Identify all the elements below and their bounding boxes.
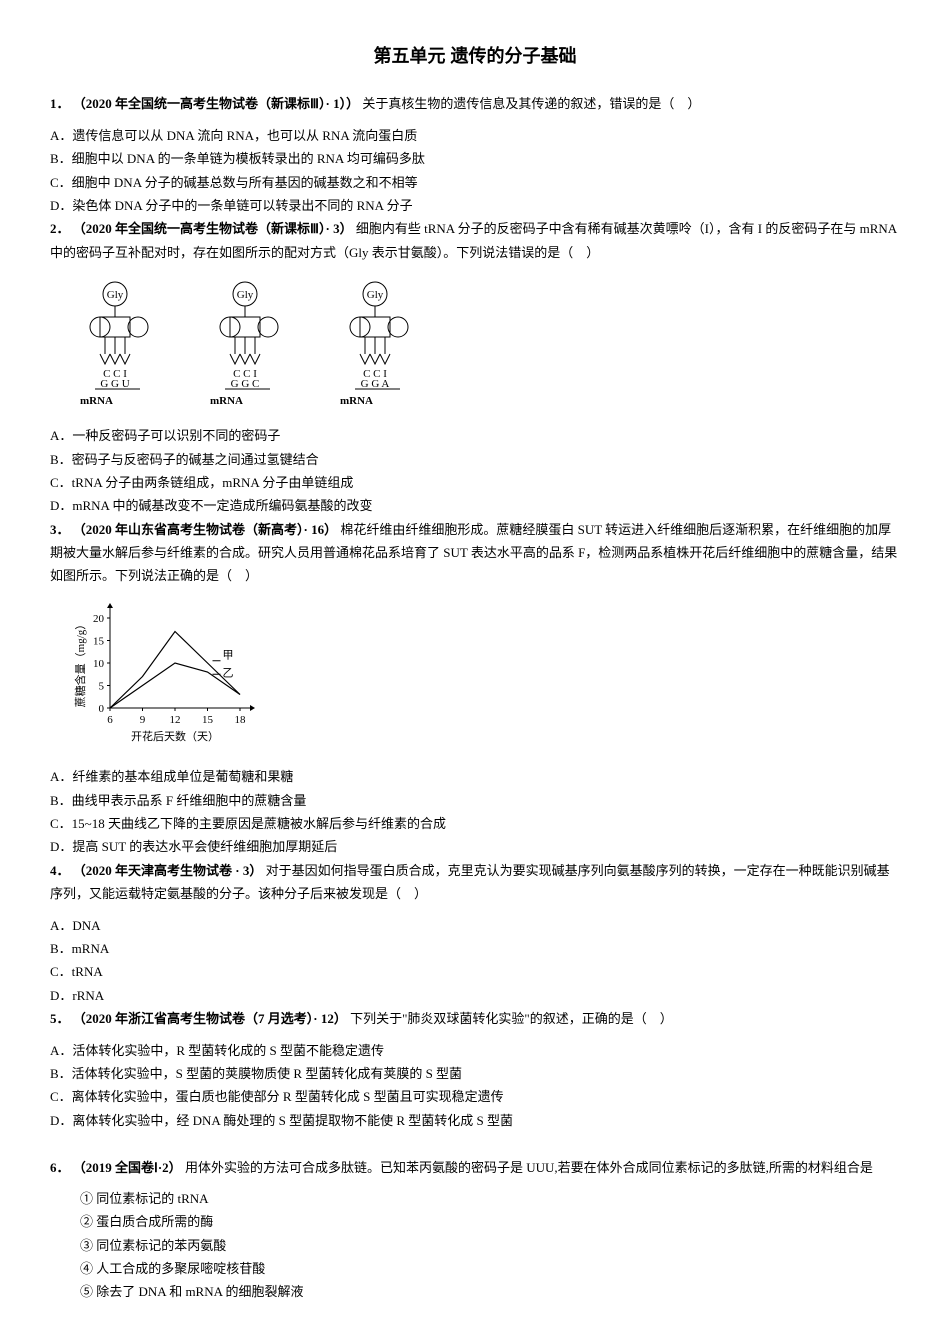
svg-text:9: 9 — [140, 714, 146, 726]
q3-num: 3． — [50, 522, 70, 537]
codon-3: G G A — [361, 378, 390, 390]
svg-text:甲: 甲 — [223, 649, 234, 661]
mrna-label-1: mRNA — [80, 395, 113, 407]
gly-label-3: Gly — [367, 289, 384, 301]
svg-text:20: 20 — [93, 613, 105, 625]
svg-text:5: 5 — [99, 680, 105, 692]
question-4: 4． （2020 年天津高考生物试卷 · 3） 对于基因如何指导蛋白质合成，克里… — [50, 859, 900, 906]
svg-text:18: 18 — [235, 714, 247, 726]
question-5: 5． （2020 年浙江省高考生物试卷（7 月选考）· 12） 下列关于"肺炎双… — [50, 1007, 900, 1030]
q1-num: 1． — [50, 96, 70, 111]
question-2: 2． （2020 年全国统一高考生物试卷（新课标Ⅲ）· 3） 细胞内有些 tRN… — [50, 217, 900, 264]
q2-source: （2020 年全国统一高考生物试卷（新课标Ⅲ）· 3） — [73, 221, 353, 236]
question-1: 1． （2020 年全国统一高考生物试卷（新课标Ⅲ）· 1）） 关于真核生物的遗… — [50, 92, 900, 115]
q6-text: 用体外实验的方法可合成多肽链。已知苯丙氨酸的密码子是 UUU,若要在体外合成同位… — [185, 1160, 873, 1175]
q5-source: （2020 年浙江省高考生物试卷（7 月选考）· 12） — [73, 1011, 347, 1026]
svg-text:0: 0 — [99, 703, 105, 715]
q3-optC: C．15~18 天曲线乙下降的主要原因是蔗糖被水解后参与纤维素的合成 — [50, 812, 900, 835]
q5-optD: D．离体转化实验中，经 DNA 酶处理的 S 型菌提取物不能使 R 型菌转化成 … — [50, 1109, 900, 1132]
svg-text:开花后天数（天）: 开花后天数（天） — [131, 730, 219, 743]
question-6: 6． （2019 全国卷Ⅰ·2） 用体外实验的方法可合成多肽链。已知苯丙氨酸的密… — [50, 1156, 900, 1179]
q6-source: （2019 全国卷Ⅰ·2） — [73, 1160, 182, 1175]
chart-svg: 0 5 10 15 20 6 9 12 15 18 甲乙开花后天数（天） 蔗糖含量（mg/g） — [70, 598, 270, 748]
question-3: 3． （2020 年山东省高考生物试卷（新高考）· 16） 棉花纤维由纤维细胞形… — [50, 518, 900, 588]
q4-optA: A．DNA — [50, 914, 900, 937]
q2-num: 2． — [50, 221, 70, 236]
q6-sub4: ④ 人工合成的多聚尿嘧啶核苷酸 — [80, 1257, 900, 1280]
q6-sub2: ② 蛋白质合成所需的酶 — [80, 1210, 900, 1233]
q4-optD: D．rRNA — [50, 984, 900, 1007]
trna-diagram-1: Gly C C I G G U mRNA — [70, 279, 160, 409]
q1-optA: A．遗传信息可以从 DNA 流向 RNA，也可以从 RNA 流向蛋白质 — [50, 124, 900, 147]
svg-text:6: 6 — [107, 714, 113, 726]
q3-optA: A．纤维素的基本组成单位是葡萄糖和果糖 — [50, 765, 900, 788]
q4-num: 4． — [50, 863, 70, 878]
svg-text:15: 15 — [202, 714, 214, 726]
svg-text:15: 15 — [93, 635, 105, 647]
q2-optA: A．一种反密码子可以识别不同的密码子 — [50, 424, 900, 447]
mrna-label-2: mRNA — [210, 395, 243, 407]
q1-optC: C．细胞中 DNA 分子的碱基总数与所有基因的碱基数之和不相等 — [50, 171, 900, 194]
unit-title: 第五单元 遗传的分子基础 — [50, 40, 900, 72]
q5-optA: A．活体转化实验中，R 型菌转化成的 S 型菌不能稳定遗传 — [50, 1039, 900, 1062]
q5-optC: C．离体转化实验中，蛋白质也能使部分 R 型菌转化成 S 型菌且可实现稳定遗传 — [50, 1085, 900, 1108]
q6-sub5: ⑤ 除去了 DNA 和 mRNA 的细胞裂解液 — [80, 1280, 900, 1303]
svg-text:12: 12 — [170, 714, 181, 726]
q2-optC: C．tRNA 分子由两条链组成，mRNA 分子由单链组成 — [50, 471, 900, 494]
trna-svg-3: Gly C C I G G A mRNA — [330, 279, 420, 409]
q6-sub3: ③ 同位素标记的苯丙氨酸 — [80, 1234, 900, 1257]
q2-optB: B．密码子与反密码子的碱基之间通过氢键结合 — [50, 448, 900, 471]
svg-text:10: 10 — [93, 658, 105, 670]
trna-diagrams: Gly C C I G G U mRNA Gly — [70, 279, 900, 409]
q4-source: （2020 年天津高考生物试卷 · 3） — [73, 863, 263, 878]
svg-text:蔗糖含量（mg/g）: 蔗糖含量（mg/g） — [73, 619, 87, 708]
q3-source: （2020 年山东省高考生物试卷（新高考）· 16） — [73, 522, 337, 537]
q4-optB: B．mRNA — [50, 937, 900, 960]
codon-2: G G C — [231, 378, 260, 390]
q2-optD: D．mRNA 中的碱基改变不一定造成所编码氨基酸的改变 — [50, 494, 900, 517]
q5-num: 5． — [50, 1011, 70, 1026]
q3-optD: D．提高 SUT 的表达水平会使纤维细胞加厚期延后 — [50, 835, 900, 858]
trna-diagram-2: Gly C C I G G C mRNA — [200, 279, 290, 409]
trna-diagram-3: Gly C C I G G A mRNA — [330, 279, 420, 409]
sucrose-chart: 0 5 10 15 20 6 9 12 15 18 甲乙开花后天数（天） 蔗糖含量（mg/g） — [70, 598, 900, 755]
gly-label-1: Gly — [107, 289, 124, 301]
q1-source: （2020 年全国统一高考生物试卷（新课标Ⅲ）· 1）） — [73, 96, 359, 111]
gly-label-2: Gly — [237, 289, 254, 301]
codon-1: G G U — [100, 378, 129, 390]
mrna-label-3: mRNA — [340, 395, 373, 407]
q6-sub1: ① 同位素标记的 tRNA — [80, 1187, 900, 1210]
q5-text: 下列关于"肺炎双球菌转化实验"的叙述，正确的是（ ） — [350, 1011, 673, 1026]
q1-optB: B．细胞中以 DNA 的一条单链为模板转录出的 RNA 均可编码多肽 — [50, 147, 900, 170]
q3-optB: B．曲线甲表示品系 F 纤维细胞中的蔗糖含量 — [50, 789, 900, 812]
trna-svg-2: Gly C C I G G C mRNA — [200, 279, 290, 409]
q1-optD: D．染色体 DNA 分子中的一条单链可以转录出不同的 RNA 分子 — [50, 194, 900, 217]
svg-text:乙: 乙 — [223, 666, 234, 679]
trna-svg-1: Gly C C I G G U mRNA — [70, 279, 160, 409]
q5-optB: B．活体转化实验中，S 型菌的荚膜物质使 R 型菌转化成有荚膜的 S 型菌 — [50, 1062, 900, 1085]
q4-optC: C．tRNA — [50, 960, 900, 983]
q6-num: 6． — [50, 1160, 70, 1175]
q1-text: 关于真核生物的遗传信息及其传递的叙述，错误的是（ ） — [362, 96, 700, 111]
